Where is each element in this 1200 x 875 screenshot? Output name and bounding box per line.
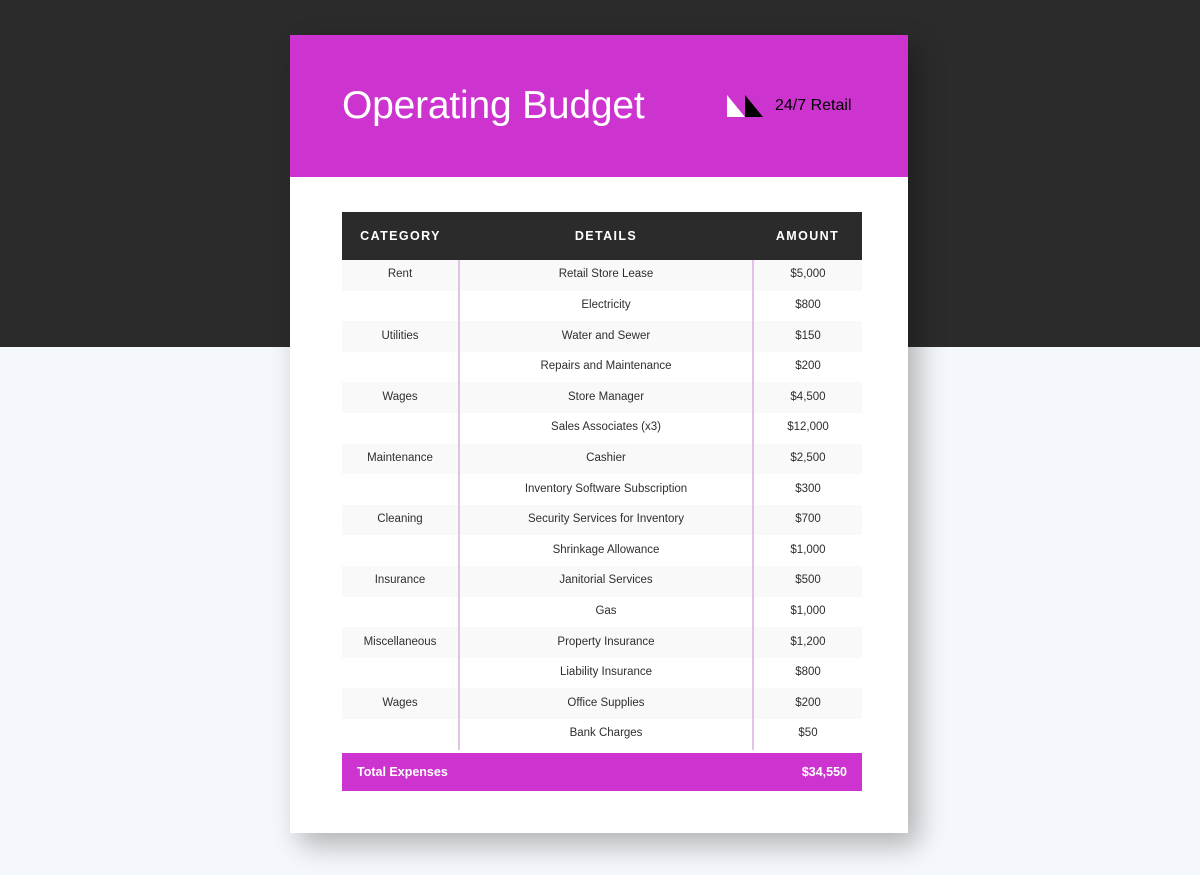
cell-amount: $700: [753, 504, 862, 536]
column-header-amount: AMOUNT: [753, 212, 862, 260]
cell-details: Janitorial Services: [458, 565, 754, 597]
double-triangle-logo-icon: [727, 95, 763, 117]
cell-category: [342, 718, 459, 750]
cell-category: Miscellaneous: [342, 627, 459, 658]
table-row: Gas $1,000: [342, 596, 862, 628]
cell-details: Property Insurance: [458, 627, 754, 658]
table-row: Sales Associates (x3) $12,000: [342, 412, 862, 444]
cell-category: Wages: [342, 382, 459, 413]
cell-category: [342, 290, 459, 322]
table-row: Insurance Janitorial Services $500: [342, 565, 862, 597]
table-row: Bank Charges $50: [342, 718, 862, 750]
cell-amount: $150: [753, 321, 862, 352]
table-row: Cleaning Security Services for Inventory $…: [342, 504, 862, 536]
total-amount: $34,550: [801, 764, 847, 779]
cell-details: Security Services for Inventory: [458, 504, 754, 536]
cell-amount: $50: [753, 718, 862, 750]
table-row: Electricity $800: [342, 290, 862, 322]
cell-details: Liability Insurance: [458, 657, 754, 689]
cell-amount: $200: [753, 351, 862, 383]
cell-amount: $200: [753, 688, 862, 719]
table-row: Liability Insurance $800: [342, 657, 862, 689]
cell-amount: $5,000: [753, 260, 862, 291]
cell-category: [342, 351, 459, 383]
table-row: Wages Store Manager $4,500: [342, 382, 862, 413]
table-row: Shrinkage Allowance $1,000: [342, 535, 862, 566]
page-title: Operating Budget: [342, 84, 645, 127]
cell-amount: $500: [753, 565, 862, 597]
cell-category: [342, 474, 459, 505]
cell-amount: $1,200: [753, 627, 862, 658]
cell-details: Office Supplies: [458, 688, 754, 719]
cell-amount: $1,000: [753, 535, 862, 566]
budget-table: CATEGORY DETAILS AMOUNT Rent Retail Store…: [342, 212, 862, 750]
column-header-category: CATEGORY: [342, 212, 459, 260]
cell-details: Bank Charges: [458, 718, 754, 750]
column-header-details: DETAILS: [459, 212, 753, 260]
total-label: Total Expenses: [357, 764, 448, 779]
brand-name: 24/7 Retail: [775, 97, 852, 114]
document-header-band: Operating Budget 24/7 Retail: [290, 35, 908, 177]
cell-details: Inventory Software Subscription: [458, 474, 754, 505]
table-header-row: CATEGORY DETAILS AMOUNT: [342, 212, 862, 260]
cell-details: Water and Sewer: [458, 321, 754, 352]
cell-details: Sales Associates (x3): [458, 412, 754, 444]
table-row: Rent Retail Store Lease $5,000: [342, 260, 862, 291]
cell-category: [342, 657, 459, 689]
cell-amount: $4,500: [753, 382, 862, 413]
cell-details: Gas: [458, 596, 754, 628]
table-row: Maintenance Cashier $2,500: [342, 443, 862, 475]
cell-details: Retail Store Lease: [458, 260, 754, 291]
table-row: Utilities Water and Sewer $150: [342, 321, 862, 352]
cell-details: Electricity: [458, 290, 754, 322]
budget-document-card: Operating Budget 24/7 Retail CATEGORY DE: [290, 35, 908, 833]
cell-category: Insurance: [342, 565, 459, 597]
cell-category: Utilities: [342, 321, 459, 352]
cell-category: Wages: [342, 688, 459, 719]
cell-amount: $800: [753, 657, 862, 689]
table-header: CATEGORY DETAILS AMOUNT: [342, 212, 862, 260]
table-row: Inventory Software Subscription $300: [342, 474, 862, 505]
cell-amount: $12,000: [753, 412, 862, 444]
budget-table-container: CATEGORY DETAILS AMOUNT Rent Retail Store…: [342, 212, 862, 791]
cell-amount: $1,000: [753, 596, 862, 628]
cell-category: [342, 596, 459, 628]
cell-details: Shrinkage Allowance: [458, 535, 754, 566]
cell-category: [342, 535, 459, 566]
cell-category: Maintenance: [342, 443, 459, 475]
table-row: Wages Office Supplies $200: [342, 688, 862, 719]
table-row: Repairs and Maintenance $200: [342, 351, 862, 383]
cell-amount: $800: [753, 290, 862, 322]
cell-amount: $2,500: [753, 443, 862, 475]
cell-amount: $300: [753, 474, 862, 505]
cell-category: [342, 412, 459, 444]
cell-category: Rent: [342, 260, 459, 291]
cell-category: Cleaning: [342, 504, 459, 536]
cell-details: Cashier: [458, 443, 754, 475]
cell-details: Store Manager: [458, 382, 754, 413]
table-row: Miscellaneous Property Insurance $1,200: [342, 627, 862, 658]
table-body: Rent Retail Store Lease $5,000 Electricity $…: [342, 260, 862, 750]
total-expenses-bar: Total Expenses $34,550: [342, 752, 862, 791]
brand-block: 24/7 Retail: [727, 95, 852, 117]
cell-details: Repairs and Maintenance: [458, 351, 754, 383]
